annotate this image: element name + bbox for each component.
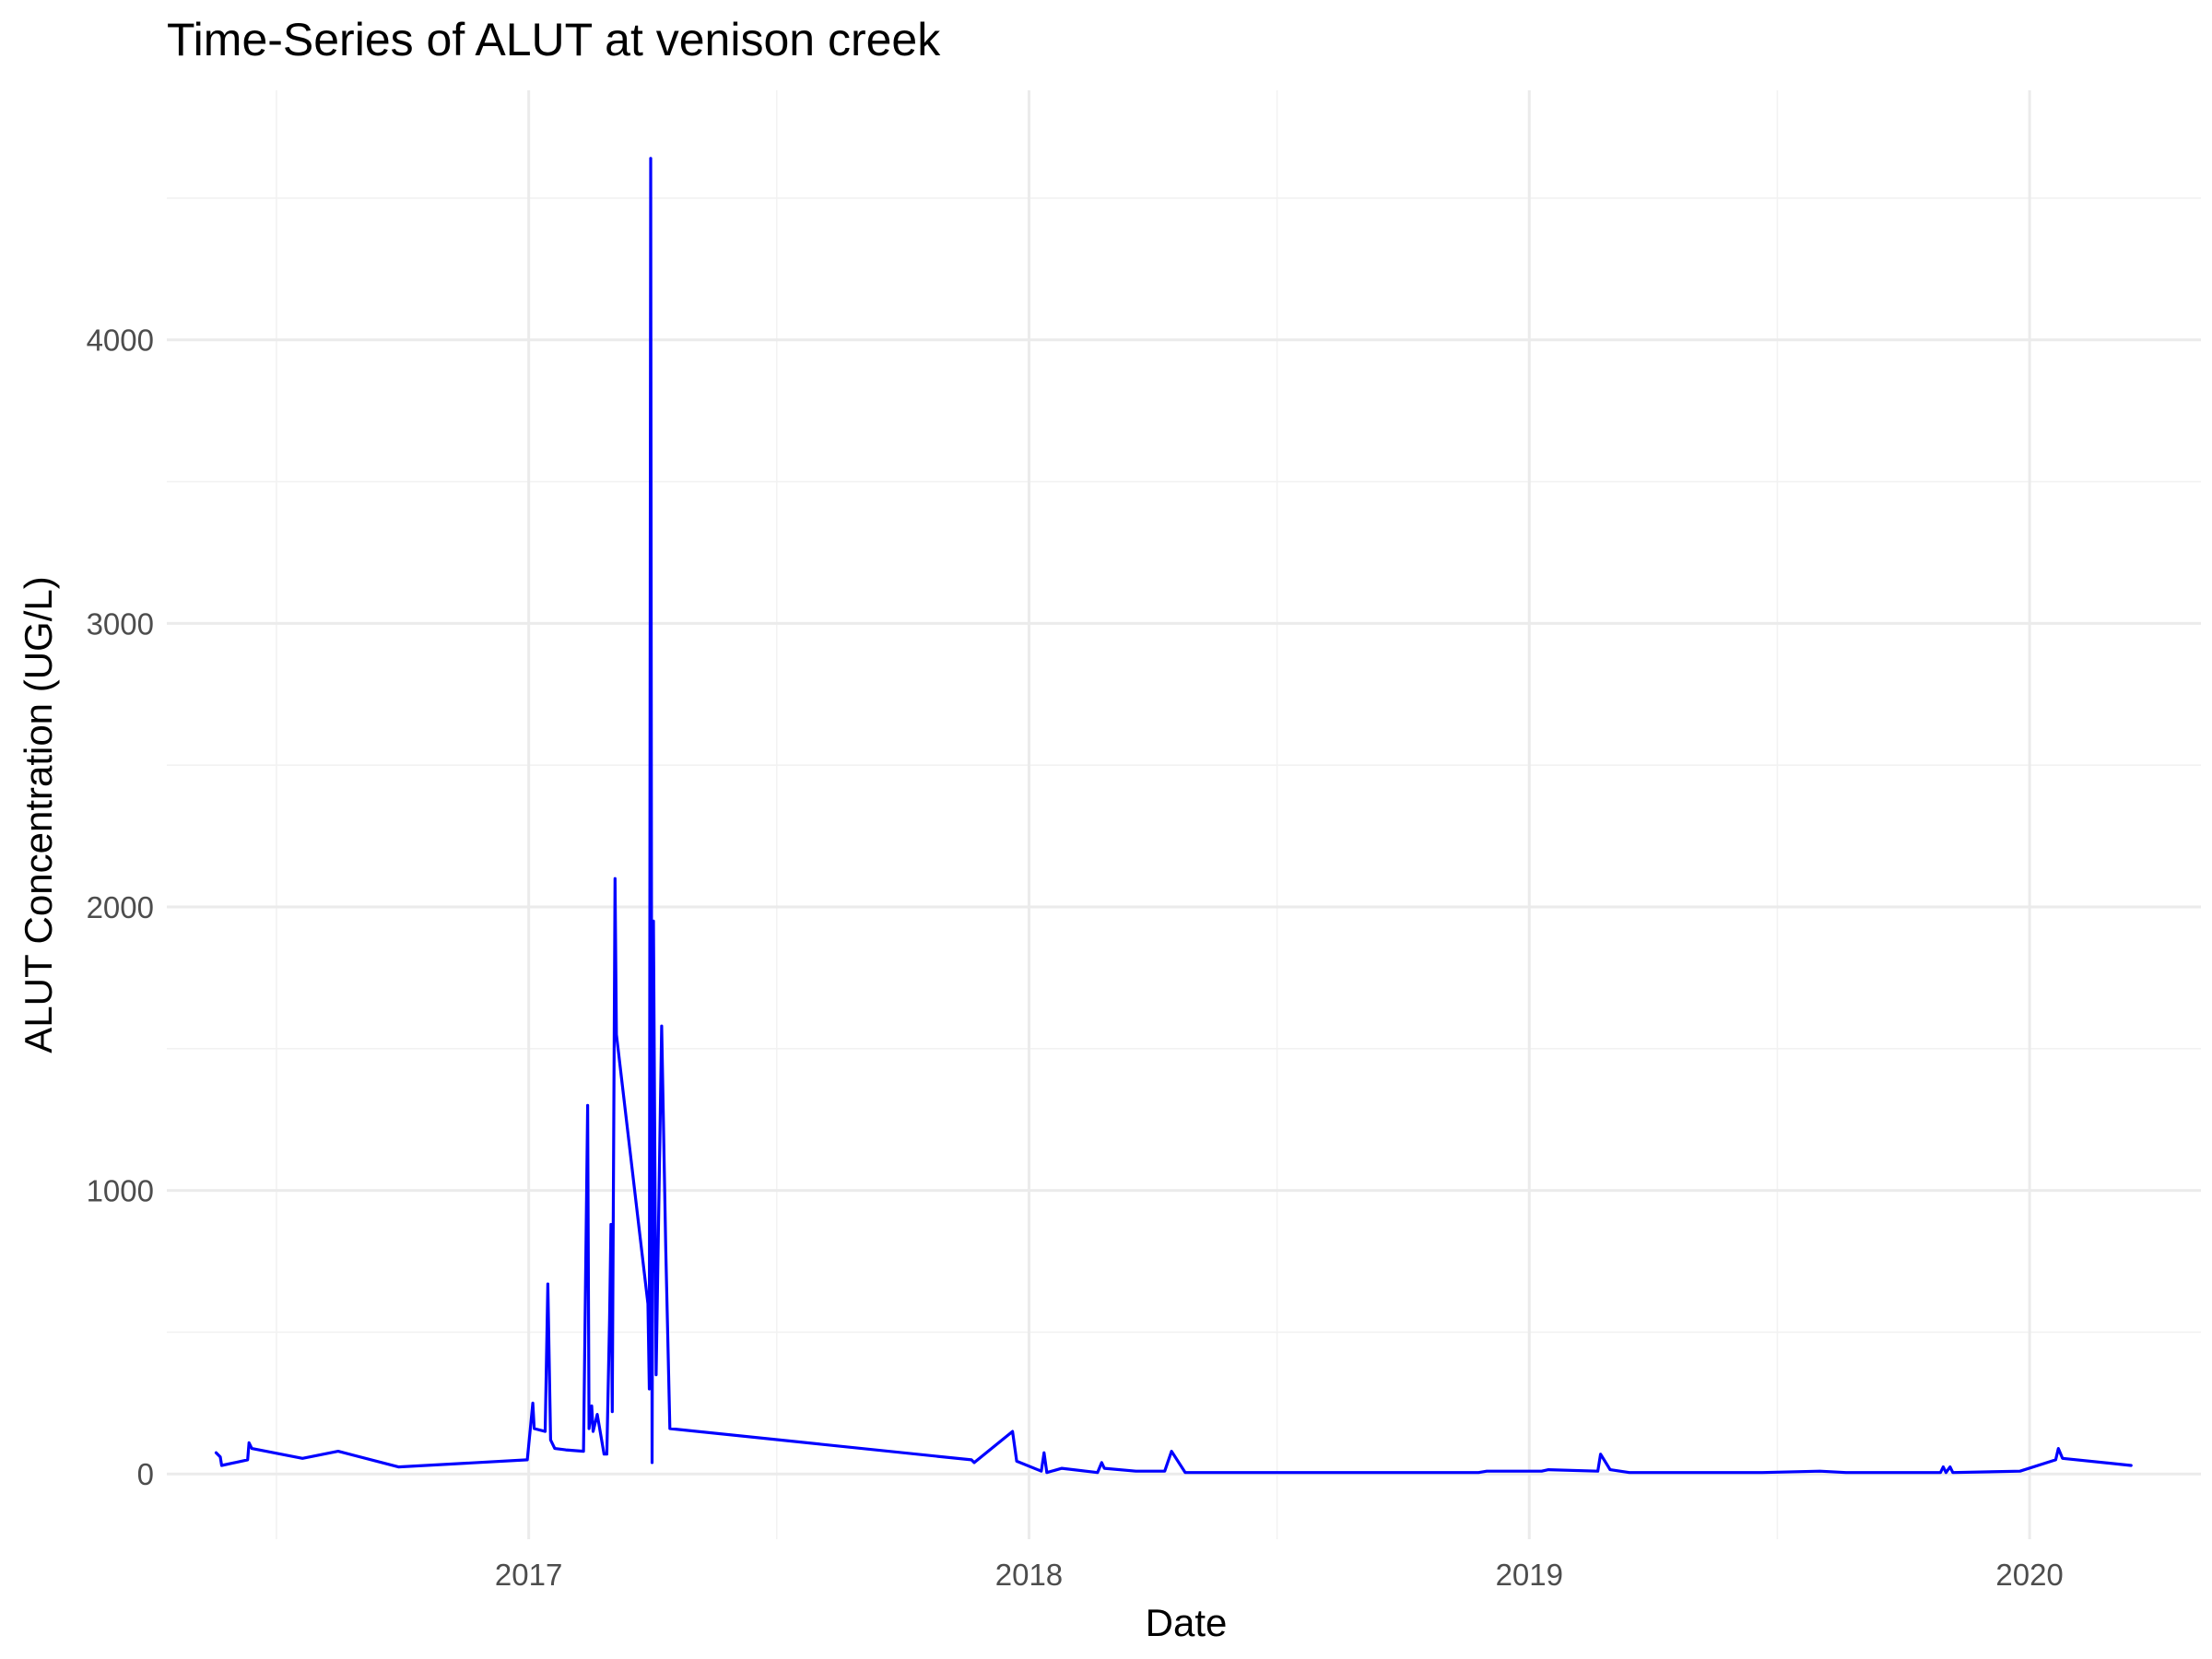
y-tick-label: 3000: [87, 606, 154, 641]
x-tick-labels: 2017 2018 2019 2020: [495, 1558, 2064, 1592]
y-tick-label: 2000: [87, 890, 154, 924]
minor-gridlines-y: [167, 197, 2201, 1334]
y-tick-label: 4000: [87, 324, 154, 358]
chart-title: Time-Series of ALUT at venison creek: [167, 14, 941, 65]
series-layer: [214, 157, 2133, 1475]
major-gridlines-x: [527, 90, 2031, 1539]
minor-gridlines-x: [276, 90, 1779, 1539]
x-tick-label: 2017: [495, 1558, 562, 1592]
major-gridlines-y: [167, 338, 2201, 1476]
x-axis-title: Date: [1146, 1601, 1228, 1644]
series-line-1: [214, 157, 2133, 1475]
y-tick-labels: 0 1000 2000 3000 4000: [87, 324, 154, 1492]
y-tick-label: 0: [137, 1457, 154, 1491]
y-tick-label: 1000: [87, 1174, 154, 1208]
x-tick-label: 2019: [1496, 1558, 1563, 1592]
y-axis-title: ALUT Concentration (UG/L): [17, 576, 60, 1053]
x-tick-label: 2020: [1995, 1558, 2063, 1592]
x-tick-label: 2018: [995, 1558, 1063, 1592]
